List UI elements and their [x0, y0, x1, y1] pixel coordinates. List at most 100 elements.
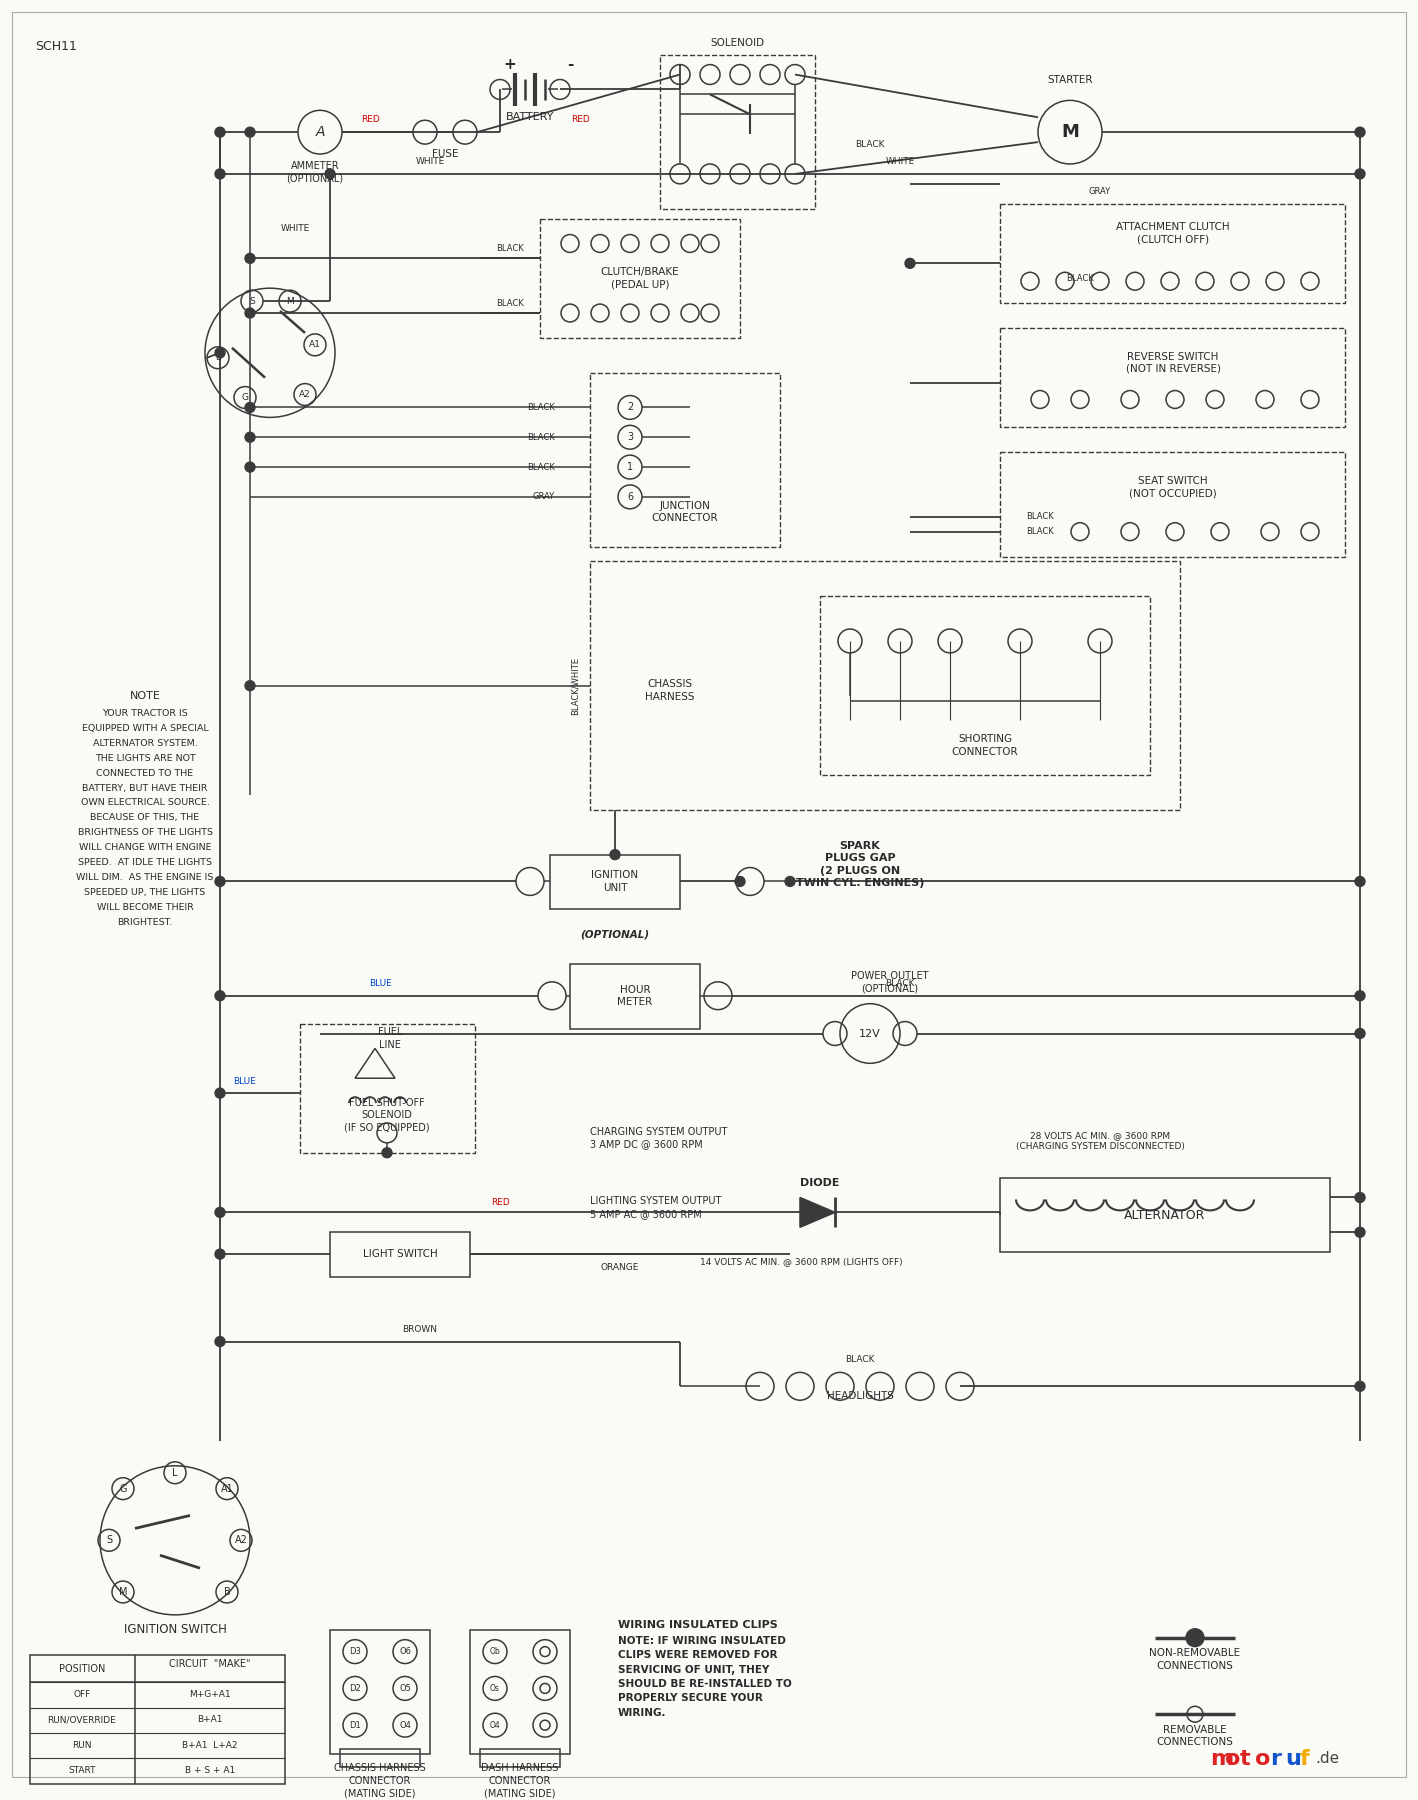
- Text: WIRING INSULATED CLIPS: WIRING INSULATED CLIPS: [618, 1620, 777, 1629]
- Text: S: S: [250, 297, 255, 306]
- Text: BECAUSE OF THIS, THE: BECAUSE OF THIS, THE: [91, 814, 200, 823]
- Text: M: M: [286, 297, 294, 306]
- Circle shape: [245, 432, 255, 443]
- Text: WIRING.: WIRING.: [618, 1708, 666, 1717]
- Text: BLACK: BLACK: [496, 245, 523, 254]
- Text: THE LIGHTS ARE NOT: THE LIGHTS ARE NOT: [95, 754, 196, 763]
- Bar: [570, 965, 700, 1028]
- Text: (OPTIONAL): (OPTIONAL): [580, 929, 649, 940]
- Text: m: m: [1210, 1750, 1234, 1769]
- Text: 28 VOLTS AC MIN. @ 3600 RPM
(CHARGING SYSTEM DISCONNECTED): 28 VOLTS AC MIN. @ 3600 RPM (CHARGING SY…: [1015, 1130, 1184, 1150]
- Circle shape: [1356, 1028, 1366, 1039]
- Text: G: G: [119, 1483, 126, 1494]
- Text: ALTERNATOR SYSTEM.: ALTERNATOR SYSTEM.: [92, 738, 197, 747]
- Text: BROWN: BROWN: [403, 1325, 438, 1334]
- Text: B+A1  L+A2: B+A1 L+A2: [183, 1741, 238, 1750]
- Circle shape: [1356, 1193, 1366, 1202]
- Text: IGNITION
UNIT: IGNITION UNIT: [591, 869, 638, 893]
- Text: A: A: [315, 126, 325, 139]
- Text: BRIGHTEST.: BRIGHTEST.: [118, 918, 173, 927]
- Circle shape: [735, 877, 744, 886]
- Text: B: B: [224, 1588, 230, 1597]
- Text: o: o: [1255, 1750, 1271, 1769]
- Text: GRAY: GRAY: [533, 493, 554, 502]
- Circle shape: [216, 877, 225, 886]
- Text: OFF: OFF: [74, 1690, 91, 1699]
- Circle shape: [610, 850, 620, 860]
- Text: IGNITION SWITCH: IGNITION SWITCH: [123, 1624, 227, 1636]
- Text: 3: 3: [627, 432, 632, 443]
- Circle shape: [245, 403, 255, 412]
- Text: RED: RED: [570, 115, 590, 124]
- Circle shape: [216, 1089, 225, 1098]
- Text: A1: A1: [309, 340, 320, 349]
- Text: SCH11: SCH11: [35, 40, 77, 52]
- Text: ORANGE: ORANGE: [601, 1262, 640, 1271]
- Text: -: -: [567, 58, 573, 72]
- Text: SPEED.  AT IDLE THE LIGHTS: SPEED. AT IDLE THE LIGHTS: [78, 859, 213, 868]
- Text: RUN/OVERRIDE: RUN/OVERRIDE: [48, 1715, 116, 1724]
- Circle shape: [1185, 1629, 1204, 1647]
- Bar: [301, 1024, 475, 1152]
- Text: S: S: [106, 1535, 112, 1546]
- Circle shape: [216, 347, 225, 358]
- Text: CLIPS WERE REMOVED FOR: CLIPS WERE REMOVED FOR: [618, 1651, 777, 1660]
- Bar: [340, 1750, 420, 1768]
- Circle shape: [325, 169, 335, 178]
- Text: r: r: [1271, 1750, 1280, 1769]
- Text: POSITION: POSITION: [58, 1663, 105, 1674]
- Text: D1: D1: [349, 1721, 360, 1730]
- Bar: [590, 373, 780, 547]
- Text: Ob: Ob: [489, 1647, 501, 1656]
- Text: BLACK: BLACK: [496, 299, 523, 308]
- Text: SHOULD BE RE-INSTALLED TO: SHOULD BE RE-INSTALLED TO: [618, 1679, 791, 1688]
- Text: BATTERY, BUT HAVE THEIR: BATTERY, BUT HAVE THEIR: [82, 783, 208, 792]
- Text: DASH HARNESS
CONNECTOR
(MATING SIDE): DASH HARNESS CONNECTOR (MATING SIDE): [481, 1764, 559, 1798]
- Text: A2: A2: [234, 1535, 247, 1546]
- Text: GRAY: GRAY: [1089, 187, 1112, 196]
- Text: ATTACHMENT CLUTCH
(CLUTCH OFF): ATTACHMENT CLUTCH (CLUTCH OFF): [1116, 223, 1229, 245]
- Text: BLACK/WHITE: BLACK/WHITE: [570, 657, 580, 715]
- Text: BLACK: BLACK: [1027, 513, 1054, 522]
- Text: CHASSIS
HARNESS: CHASSIS HARNESS: [645, 679, 695, 702]
- Text: POWER OUTLET
(OPTIONAL): POWER OUTLET (OPTIONAL): [851, 970, 929, 994]
- Circle shape: [1356, 990, 1366, 1001]
- Text: M+G+A1: M+G+A1: [189, 1690, 231, 1699]
- Text: REMOVABLE
CONNECTIONS: REMOVABLE CONNECTIONS: [1157, 1724, 1234, 1748]
- Text: HEADLIGHTS: HEADLIGHTS: [827, 1391, 893, 1400]
- Text: 14 VOLTS AC MIN. @ 3600 RPM (LIGHTS OFF): 14 VOLTS AC MIN. @ 3600 RPM (LIGHTS OFF): [700, 1258, 903, 1267]
- Text: WILL DIM.  AS THE ENGINE IS: WILL DIM. AS THE ENGINE IS: [77, 873, 214, 882]
- Text: B+A1: B+A1: [197, 1715, 223, 1724]
- Text: NON-REMOVABLE
CONNECTIONS: NON-REMOVABLE CONNECTIONS: [1150, 1649, 1241, 1670]
- Text: A2: A2: [299, 391, 311, 400]
- Text: CIRCUIT  "MAKE": CIRCUIT "MAKE": [169, 1658, 251, 1669]
- Text: f: f: [1300, 1750, 1310, 1769]
- Text: CHASSIS HARNESS
CONNECTOR
(MATING SIDE): CHASSIS HARNESS CONNECTOR (MATING SIDE): [335, 1764, 425, 1798]
- Circle shape: [245, 128, 255, 137]
- Text: o: o: [1225, 1750, 1241, 1769]
- Text: FUEL SHUT-OFF
SOLENOID
(IF SO EQUIPPED): FUEL SHUT-OFF SOLENOID (IF SO EQUIPPED): [345, 1098, 430, 1132]
- Text: L: L: [172, 1467, 177, 1478]
- Text: BLACK: BLACK: [527, 403, 554, 412]
- Text: BATTERY: BATTERY: [506, 112, 554, 122]
- Text: +: +: [503, 58, 516, 72]
- Text: RED: RED: [491, 1199, 509, 1208]
- Text: SEAT SWITCH
(NOT OCCUPIED): SEAT SWITCH (NOT OCCUPIED): [1129, 475, 1217, 499]
- Bar: [550, 855, 681, 909]
- Text: BLUE: BLUE: [369, 979, 391, 988]
- Text: DIODE: DIODE: [800, 1177, 839, 1188]
- Text: SHORTING
CONNECTOR: SHORTING CONNECTOR: [951, 734, 1018, 756]
- Text: CONNECTED TO THE: CONNECTED TO THE: [96, 769, 194, 778]
- Circle shape: [216, 990, 225, 1001]
- Bar: [1000, 452, 1346, 556]
- Text: M: M: [1061, 122, 1079, 140]
- Circle shape: [786, 877, 795, 886]
- Text: SPEEDED UP, THE LIGHTS: SPEEDED UP, THE LIGHTS: [85, 887, 206, 896]
- Text: B + S + A1: B + S + A1: [184, 1766, 235, 1775]
- Text: NOTE: NOTE: [129, 691, 160, 700]
- Text: OWN ELECTRICAL SOURCE.: OWN ELECTRICAL SOURCE.: [81, 799, 210, 808]
- Circle shape: [216, 1249, 225, 1258]
- Text: CHARGING SYSTEM OUTPUT
3 AMP DC @ 3600 RPM: CHARGING SYSTEM OUTPUT 3 AMP DC @ 3600 R…: [590, 1127, 727, 1148]
- Text: Os: Os: [491, 1683, 501, 1692]
- Text: RED: RED: [360, 115, 380, 124]
